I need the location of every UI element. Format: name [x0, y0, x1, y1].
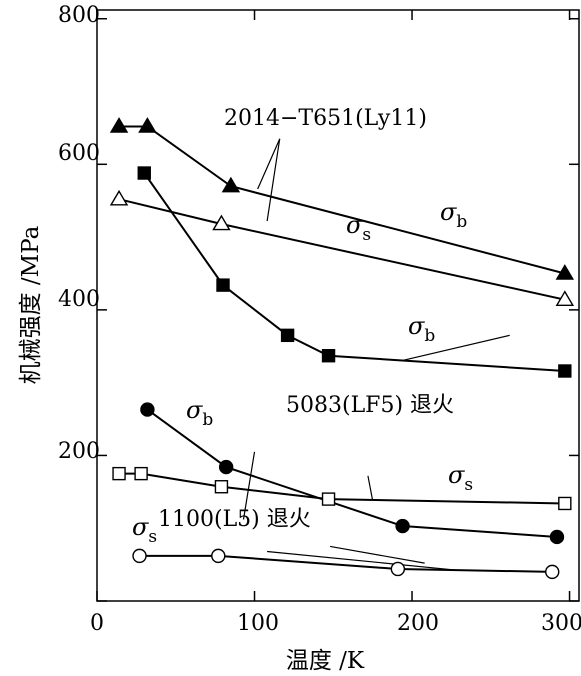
sigma-s-label-2014: σs	[346, 211, 371, 245]
data-point-circle	[211, 548, 226, 564]
leader-line	[330, 545, 425, 564]
series-line	[119, 472, 565, 505]
label-5083: 5083(LF5) 退火	[286, 393, 454, 418]
data-point-triangle	[138, 117, 157, 133]
data-point-square	[280, 328, 295, 343]
x-tick-label: 300	[541, 611, 581, 636]
y-tick-label: 800	[58, 3, 100, 28]
leader-line	[257, 138, 281, 190]
label-2014-t651: 2014−T651(Ly11)	[224, 106, 427, 131]
plot-frame	[96, 9, 580, 602]
series-line	[119, 125, 566, 275]
x-tick-label: 0	[90, 611, 104, 636]
label-1100: 1100(L5) 退火	[158, 507, 311, 532]
data-point-triangle	[109, 117, 129, 133]
y-tick-label: 400	[58, 287, 100, 312]
data-point-circle	[545, 564, 560, 580]
sigma-b-label-2014: σb	[440, 198, 467, 232]
leader-line	[367, 475, 374, 501]
data-point-square	[321, 349, 336, 363]
y-tick-label: 600	[58, 141, 100, 166]
data-point-circle	[395, 518, 410, 534]
data-point-triangle	[109, 189, 129, 206]
sigma-b-label-5083: σb	[408, 312, 435, 346]
data-point-square	[558, 496, 572, 511]
data-point-square	[134, 466, 148, 481]
annotation-leaders	[242, 138, 510, 572]
data-point-square	[112, 466, 126, 481]
x-tick-label: 200	[397, 611, 439, 636]
data-point-circle	[390, 561, 406, 577]
leader-line	[266, 138, 281, 222]
data-point-circle	[549, 529, 565, 545]
sigma-s-label-5083: σs	[448, 461, 473, 495]
data-point-circle	[140, 402, 155, 417]
data-point-circle	[132, 548, 147, 564]
leader-line	[267, 550, 460, 572]
x-tick-label: 100	[237, 611, 279, 636]
data-point-square	[137, 166, 151, 180]
data-point-square	[558, 364, 572, 378]
axis-ticks	[96, 10, 579, 602]
data-point-square	[216, 278, 230, 292]
leader-line	[400, 334, 510, 362]
data-point-square	[214, 480, 229, 494]
leader-line	[242, 451, 256, 520]
series-line	[139, 554, 553, 573]
series-line	[143, 172, 565, 373]
data-point-circle	[218, 459, 234, 475]
data-point-square	[321, 492, 336, 506]
data-point-triangle	[212, 214, 231, 231]
data-point-triangle	[221, 176, 241, 193]
y-axis-title: 机械强度 /MPa	[18, 225, 44, 384]
data-point-triangle	[555, 264, 575, 280]
y-tick-label: 200	[58, 439, 100, 464]
sigma-b-label-1100: σb	[186, 396, 213, 430]
series-line	[146, 408, 558, 538]
data-point-triangle	[555, 290, 575, 306]
x-axis-title: 温度 /K	[286, 648, 365, 674]
sigma-s-label-1100: σs	[132, 513, 157, 547]
series-lines	[118, 125, 566, 573]
series-markers	[109, 117, 575, 580]
